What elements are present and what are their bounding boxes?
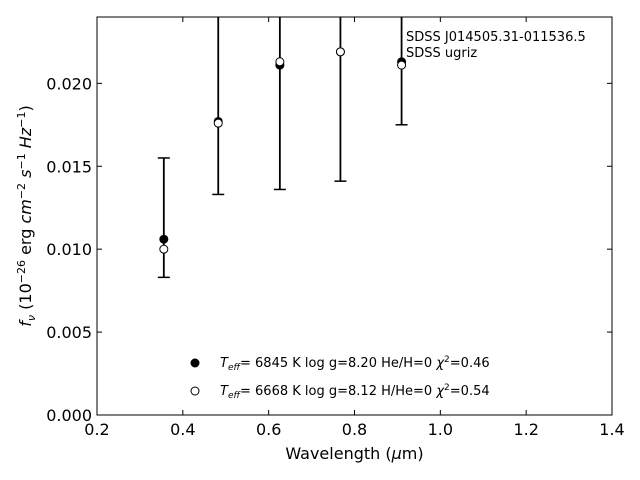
- y-tick-label: 0.015: [46, 157, 92, 176]
- data-point-series-1: [159, 234, 169, 244]
- legend-1-chi: =0.46: [450, 356, 490, 371]
- data-point-series-2: [397, 60, 407, 70]
- y-axis-label: fν (10−26 erg cm−2 s−1 Hz−1): [15, 105, 38, 326]
- ticks-layer: 0.2 0.4 0.6 0.8 1.0 1.2 1.4 0.000 0.005 0.010 0.01…: [46, 17, 625, 439]
- legend-entry-1: Teff= 6845 K log g=8.20 He/H=0 χ2=0.46: [220, 355, 490, 373]
- plot-frame: [96, 16, 613, 416]
- data-point-series-2: [213, 118, 223, 128]
- data-point-series-2: [275, 57, 285, 67]
- annotation-line-2: SDSS ugriz: [406, 46, 477, 61]
- x-tick-label: 0.2: [84, 420, 109, 439]
- y-tick-label: 0.005: [46, 323, 92, 342]
- y-tick-label: 0.010: [46, 240, 92, 259]
- legend-2-teff: 6668 K: [255, 384, 301, 399]
- annotation-line-1: SDSS J014505.31-011536.5: [406, 30, 586, 45]
- legend-marker-open: [190, 386, 200, 396]
- legend-1-teff: 6845 K: [255, 356, 301, 371]
- legend-2-chi: =0.54: [450, 384, 490, 399]
- data-point-series-2: [335, 47, 345, 57]
- legend-1-logg: log g=8.20: [305, 356, 377, 371]
- legend: Teff= 6845 K log g=8.20 He/H=0 χ2=0.46 T…: [190, 355, 490, 401]
- legend-marker-filled: [190, 358, 200, 368]
- x-tick-label: 1.2: [513, 420, 538, 439]
- legend-1-comp: He/H=0: [381, 356, 432, 371]
- errorbars-layer: [157, 17, 408, 279]
- x-tick-label: 0.8: [342, 420, 367, 439]
- x-axis-label: Wavelength (μm): [285, 444, 423, 463]
- y-tick-label: 0.000: [46, 406, 92, 425]
- legend-entry-2: Teff= 6668 K log g=8.12 H/He=0 χ2=0.54: [220, 383, 490, 401]
- y-tick-label: 0.020: [46, 74, 92, 93]
- data-point-series-2: [159, 244, 169, 254]
- x-tick-label: 0.4: [170, 420, 195, 439]
- x-tick-label: 1.0: [428, 420, 453, 439]
- legend-2-comp: H/He=0: [381, 384, 432, 399]
- markers-layer: [159, 47, 407, 254]
- x-tick-label: 0.6: [256, 420, 281, 439]
- x-tick-label: 1.4: [599, 420, 624, 439]
- legend-2-logg: log g=8.12: [305, 384, 377, 399]
